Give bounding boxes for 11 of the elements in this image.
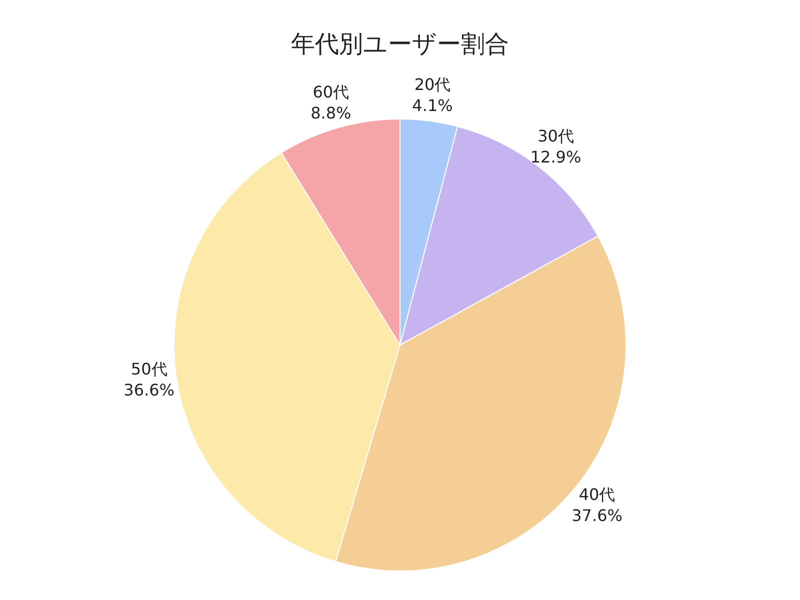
slice-label: 60代 — [312, 82, 350, 102]
slice-label: 40代 — [578, 484, 616, 504]
data-label: 36.6% — [124, 380, 174, 400]
chart-title: 年代別ユーザー割合 — [291, 30, 509, 58]
data-label: 37.6% — [572, 506, 622, 525]
data-label: 4.1% — [412, 96, 453, 115]
slice-label: 30代 — [538, 126, 574, 146]
slice-label: 20代 — [414, 74, 451, 94]
data-label: 12.9% — [530, 147, 582, 166]
slice-label: 50代 — [130, 359, 168, 378]
data-label: 8.8% — [310, 103, 352, 122]
